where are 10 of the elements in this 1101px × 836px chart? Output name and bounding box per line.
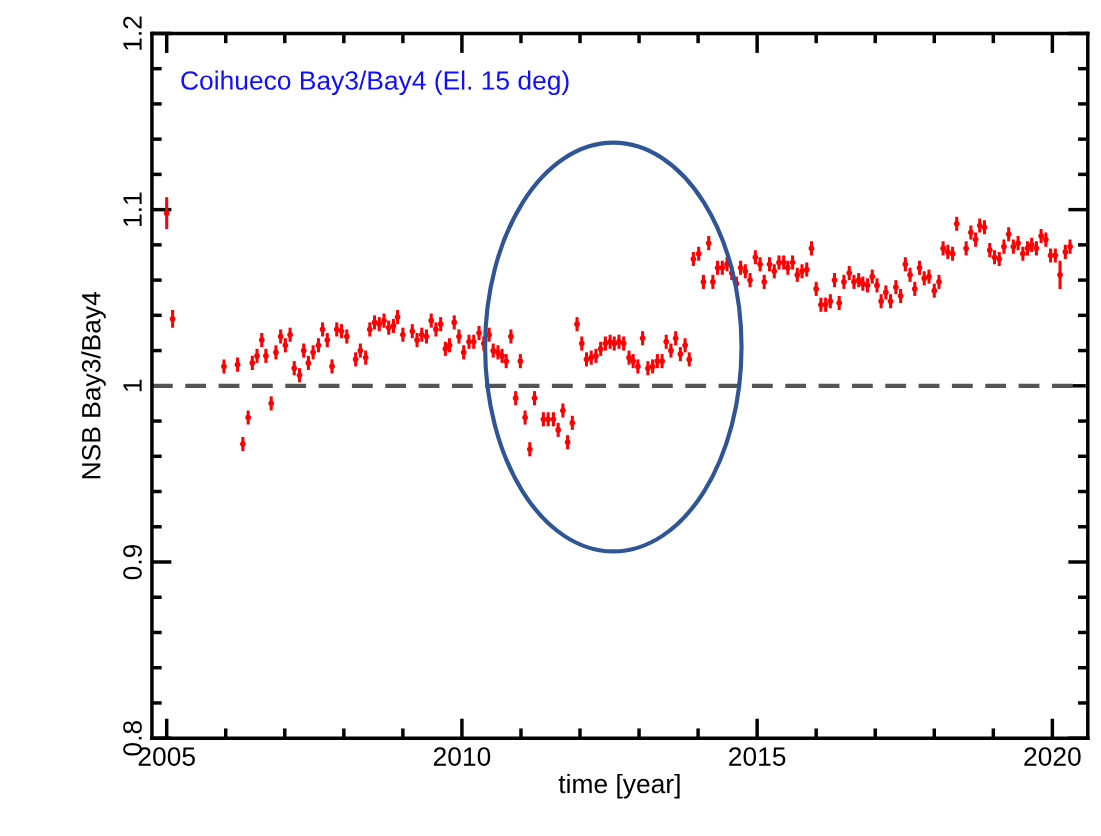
x-axis-title: time [year] xyxy=(558,773,680,799)
y-tick-label: 1 xyxy=(123,379,142,392)
y-tick-label: 0.9 xyxy=(123,544,142,580)
x-tick-label: 2020 xyxy=(1024,747,1081,766)
x-tick-label: 2015 xyxy=(729,747,786,766)
y-tick-label: 1.2 xyxy=(123,16,142,50)
y-axis-title: NSB Bay3/Bay4 xyxy=(81,291,106,479)
y-tick-label: 1.1 xyxy=(123,192,142,226)
annotation: Coihueco Bay3/Bay4 (El. 15 deg) xyxy=(181,70,569,96)
x-tick-label: 2010 xyxy=(433,747,491,766)
